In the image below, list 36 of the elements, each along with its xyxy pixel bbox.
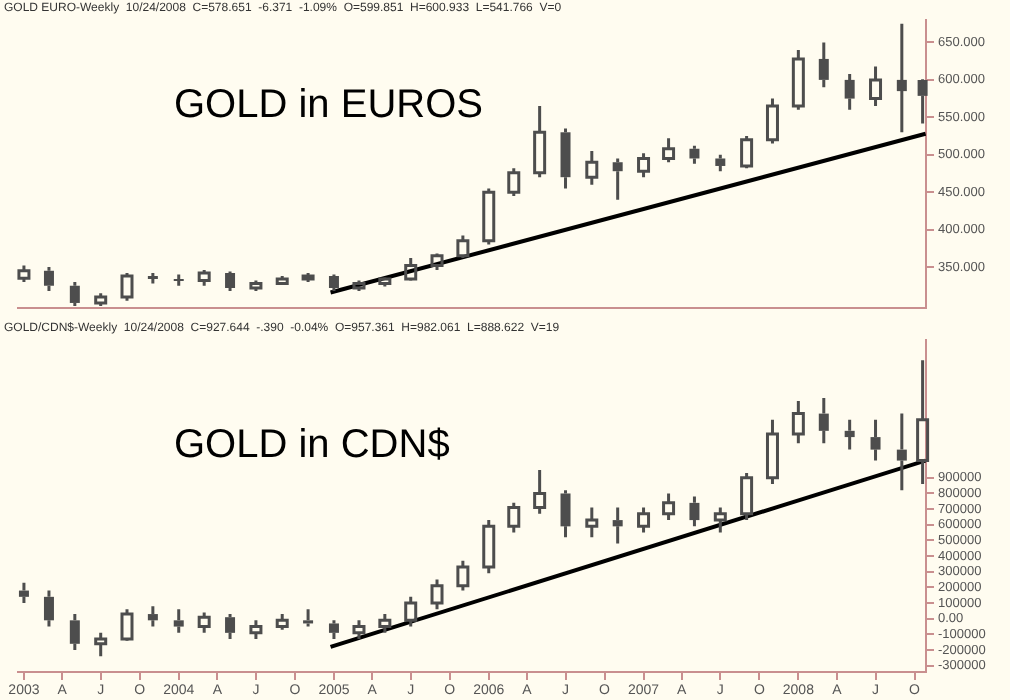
candlestick [560,488,571,539]
candlestick [94,631,108,658]
candlestick [585,149,599,187]
candlestick [869,64,883,108]
candlestick [533,104,547,179]
candlestick [225,612,236,641]
candlestick [533,468,547,516]
candlestick [689,495,700,528]
candlestick [173,273,184,288]
candlestick [689,144,700,166]
candlestick [818,40,829,89]
candlestick [765,418,779,486]
candlestick [791,399,805,445]
candlestick [43,589,54,629]
text: GOLD in CDN$ [174,423,450,468]
candlestick [896,412,907,492]
candlestick [173,607,184,635]
candlestick [713,506,727,535]
candlestick [844,418,855,452]
candlestick [43,265,54,293]
candlestick [69,612,80,652]
candlestick [896,22,907,134]
candlestick [870,418,881,463]
candlestick [612,506,623,546]
candlestick [147,271,158,285]
candlestick [560,127,571,190]
candlestick [94,291,108,305]
text: GOLD in EUROS [174,83,483,128]
candlestick [328,618,339,641]
candlestick [303,607,314,629]
candlestick [18,581,29,605]
candlestick [612,156,623,202]
candlestick [147,604,158,629]
candlestick [818,396,829,445]
candlestick [844,72,855,112]
candlestick [585,506,599,539]
